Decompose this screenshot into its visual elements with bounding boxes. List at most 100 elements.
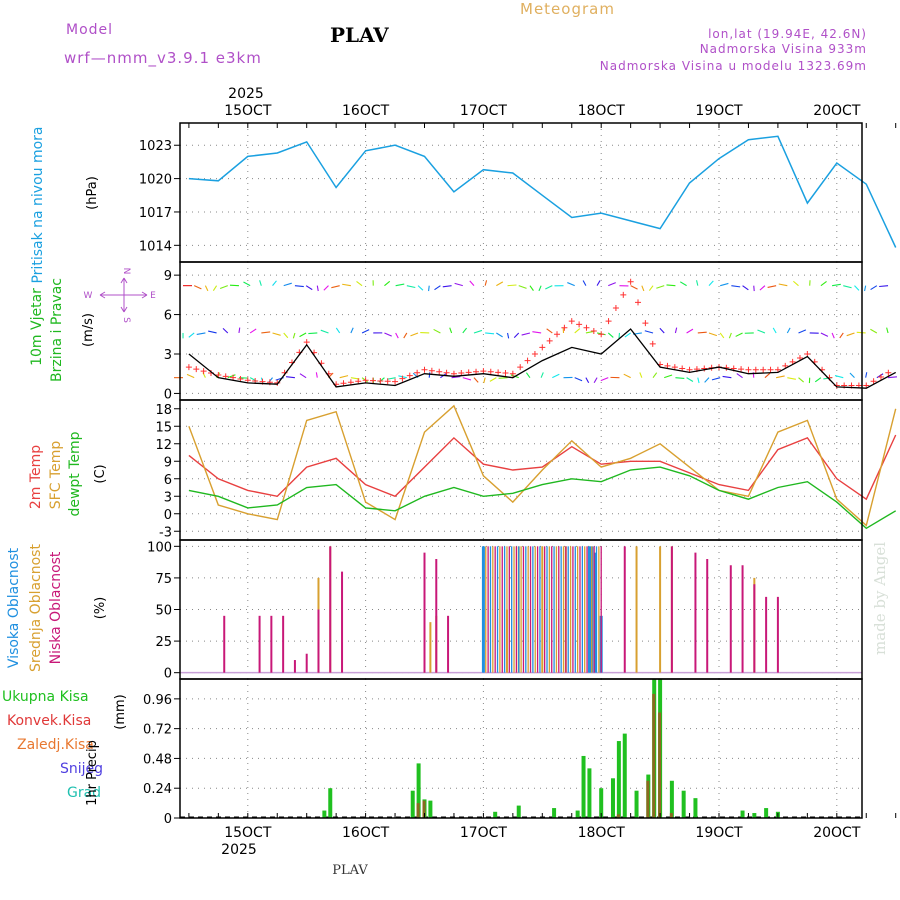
- wind-barb: [489, 377, 497, 382]
- wind-barb: [294, 285, 304, 288]
- gust-marker: [392, 378, 399, 385]
- wind-barb: [742, 285, 749, 291]
- wind-barb: [196, 332, 206, 336]
- gust-marker: [701, 365, 708, 372]
- wind-barb: [582, 280, 587, 286]
- wind-barb: [442, 285, 452, 288]
- ytick-label: 0: [164, 387, 172, 402]
- ytick-label: 50: [155, 604, 172, 619]
- gust-marker: [531, 351, 538, 357]
- wind-barb: [722, 375, 732, 379]
- compass-s: S: [121, 317, 131, 323]
- wind-barb: [832, 283, 841, 287]
- wind-barb: [545, 285, 553, 290]
- cloud-title-2: Srednja Oblacnost: [28, 544, 44, 672]
- date-bottom-5: 20OCT: [813, 825, 861, 841]
- date-top-3: 18OCT: [578, 103, 626, 119]
- wind-barb: [708, 280, 714, 287]
- total-precip-bar: [752, 813, 757, 818]
- wind-barb: [261, 331, 271, 334]
- wind-title-2: Brzina i Pravac: [49, 278, 65, 382]
- wind-barb: [674, 327, 678, 334]
- wind-barb: [552, 373, 560, 379]
- wind-barb: [686, 328, 694, 334]
- total-precip-bar: [552, 808, 557, 818]
- wind-barb: [513, 332, 520, 339]
- gust-marker: [583, 324, 590, 331]
- wind-barb: [697, 377, 700, 384]
- gust-marker: [627, 278, 634, 285]
- wind-barb: [484, 280, 488, 286]
- wind-barb: [864, 285, 867, 292]
- wind-barb: [831, 332, 835, 339]
- pressure-unit: (hPa): [85, 176, 100, 210]
- total-precip-bar: [681, 790, 686, 818]
- wind-barb: [249, 328, 257, 334]
- precip-legend-graupel: Grad: [67, 785, 101, 801]
- wind-barb: [659, 327, 665, 334]
- precip-unit: (mm): [113, 694, 128, 729]
- panel-frame-2: [179, 399, 863, 541]
- gust-marker: [612, 305, 619, 311]
- date-top-2: 17OCT: [460, 103, 508, 119]
- ytick-label: -3: [159, 525, 172, 540]
- date-labels-bottom: 15OCT 16OCT 17OCT 18OCT 19OCT 20OCT: [224, 825, 861, 841]
- gust-marker: [495, 369, 502, 376]
- wind-barb: [433, 328, 441, 334]
- wind-barb: [469, 280, 475, 287]
- wind-compass: N S W E: [84, 268, 157, 324]
- ytick-label: 12: [155, 438, 172, 453]
- gust-marker: [377, 377, 384, 384]
- total-precip-bar: [410, 790, 415, 818]
- wind-barb: [428, 372, 431, 378]
- gust-marker: [200, 368, 207, 375]
- wind-barb: [776, 375, 785, 379]
- wind-barb: [696, 280, 699, 286]
- wind-barb: [473, 377, 479, 383]
- ytick-label: 3: [164, 348, 172, 363]
- gust-marker: [414, 369, 421, 376]
- wind-barb: [664, 374, 673, 379]
- wind-barb: [720, 282, 729, 287]
- temp-title-3: dewpt Temp: [67, 431, 83, 516]
- compass-arrows: [99, 277, 148, 313]
- wind-barb: [870, 285, 878, 291]
- wind-barb: [462, 327, 468, 334]
- wind-barb: [772, 327, 777, 334]
- wind-barb: [532, 331, 542, 334]
- wind-barb: [623, 373, 631, 379]
- wind-barb: [406, 285, 416, 289]
- wind-barb: [876, 373, 884, 379]
- date-top-1: 16OCT: [342, 103, 390, 119]
- wind-barb: [454, 282, 463, 287]
- date-bottom-4: 19OCT: [695, 825, 743, 841]
- wind-barb: [268, 377, 273, 383]
- total-precip-bar: [599, 788, 604, 818]
- wind-barb: [496, 332, 503, 338]
- wind-barb: [608, 282, 616, 287]
- total-precip-bar: [764, 808, 769, 818]
- temperature-panel: -3 0 3 6 9 12 15 18: [155, 403, 897, 540]
- wind-barb: [686, 377, 694, 382]
- wind-barb: [350, 327, 354, 334]
- gust-marker: [436, 368, 443, 375]
- total-precip-bar: [740, 810, 745, 818]
- year-top: 2025: [228, 86, 264, 102]
- gust-marker: [885, 369, 892, 376]
- ytick-label: 0: [164, 508, 172, 523]
- gust-marker: [561, 324, 568, 331]
- wind-barb: [384, 332, 392, 337]
- conv-precip-bar: [658, 712, 662, 818]
- wind-barb: [342, 283, 351, 287]
- ytick-label: 18: [155, 403, 172, 418]
- total-precip-bar: [622, 733, 627, 818]
- wind-barb: [316, 285, 319, 292]
- wind-barb: [731, 285, 741, 288]
- model-elevation-label: Nadmorska Visina u modelu 1323.69m: [600, 59, 867, 73]
- wind-barb: [596, 280, 601, 286]
- lonlat-label: lon,lat (19.94E, 42.6N): [708, 27, 867, 41]
- wind-barb: [540, 372, 544, 378]
- total-precip-bar: [587, 768, 592, 818]
- gust-marker: [539, 344, 546, 351]
- total-precip-bar: [493, 811, 498, 818]
